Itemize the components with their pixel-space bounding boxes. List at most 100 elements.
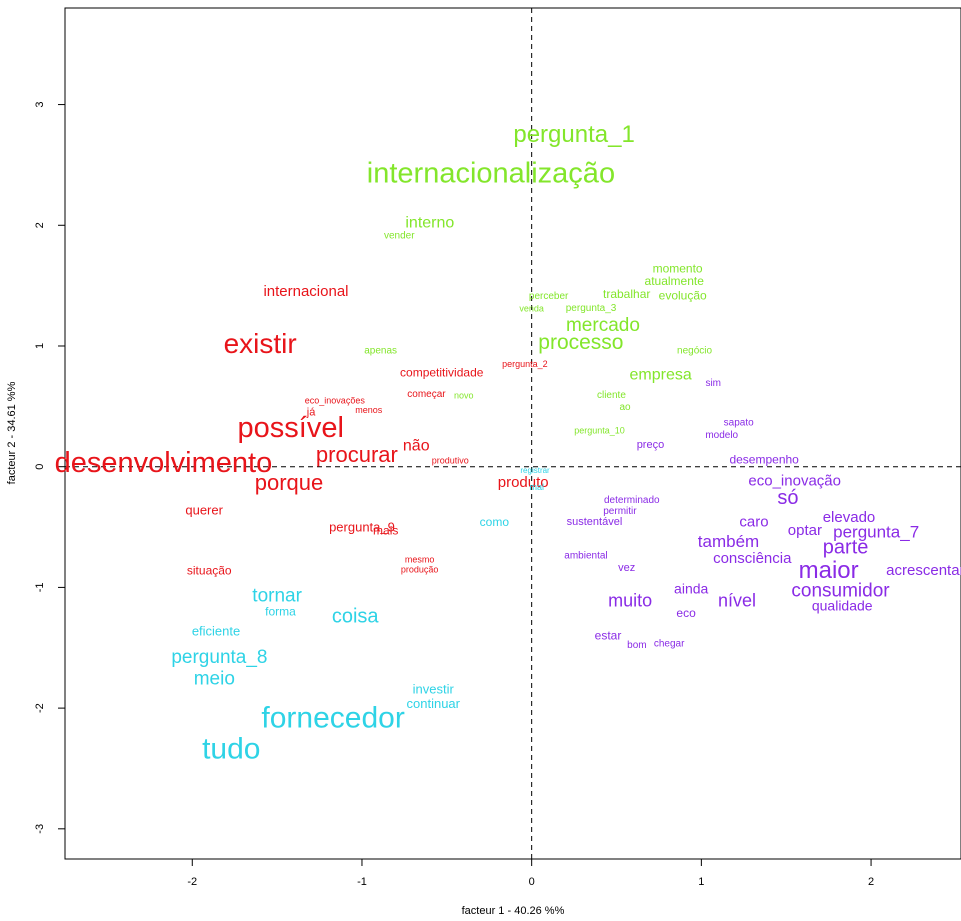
x-tick-label: 0 [529,876,535,888]
point-label: pergunta_7 [833,522,919,541]
point-label: preço [637,439,665,451]
point-label: forma [265,605,296,619]
point-label: mercado [566,315,640,336]
point-label: parte [823,537,869,559]
point-label: mesmo [405,555,435,565]
point-label: atualmente [645,274,705,288]
y-tick-label: 0 [34,464,46,470]
point-label: sustentável [567,516,623,528]
point-label: competitividade [400,366,484,380]
point-label: acrescentar [886,562,961,579]
point-label: empresa [630,366,692,383]
point-label: muito [608,591,652,611]
point-label: elevado [823,509,876,526]
point-label: tudo [202,733,260,766]
point-label: eficiente [192,623,240,638]
y-tick-label: 3 [34,102,46,108]
point-label: ambiental [564,551,607,562]
point-label: consumidor [791,581,890,602]
y-tick-label: -2 [34,703,46,713]
point-label: desenvolvimento [55,447,273,479]
point-label: pergunta_8 [171,647,267,668]
point-label: venda [519,304,544,314]
x-tick-label: 1 [698,876,704,888]
point-label: caro [739,514,768,531]
point-label: pergunta_1 [513,121,634,148]
point-label: estar [595,629,622,643]
point-label: ainda [674,581,708,597]
point-label: evolução [659,288,707,302]
point-label: internacionalização [367,157,615,189]
point-label: pergunta_9 [329,520,395,535]
point-label: fornecedor [261,701,404,734]
point-label: modelo [705,430,738,441]
y-tick-label: -1 [34,583,46,593]
point-label: internacional [263,283,348,300]
plot-frame [64,7,961,860]
y-tick-label: 2 [34,222,46,228]
point-label: processo [538,331,623,354]
point-label: mal [529,482,544,492]
point-label: permitir [603,506,637,517]
point-label: produtivo [432,456,469,466]
y-tick-label: -3 [34,824,46,834]
point-label: existir [224,328,297,359]
point-label: negócio [677,345,712,356]
point-label: vez [618,562,635,574]
point-label: pergunta_10 [574,425,625,435]
point-label: começar [407,389,446,400]
point-label: investir [413,681,455,696]
point-label: determinado [604,495,660,506]
point-label: registrar [520,466,550,475]
point-label: menos [355,405,383,415]
point-label: produto [498,474,549,491]
y-axis-label: facteur 2 - 34.61 %% [6,381,18,484]
x-tick-label: 2 [868,876,874,888]
point-label: novo [454,390,474,400]
point-label: cliente [597,390,626,401]
point-label: momento [653,262,703,276]
point-label: trabalhar [603,287,650,301]
point-label: desempenho [729,452,799,466]
point-label: maior [799,557,859,584]
point-label: sim [705,378,721,389]
point-label: sapato [724,418,754,429]
point-label: situação [187,564,232,578]
y-axis: -3 -2 -1 0 1 2 3 [34,102,65,834]
point-label: só [777,487,798,509]
point-label: bom [627,640,646,651]
x-tick-label: -1 [357,876,367,888]
point-label: chegar [654,639,685,650]
point-label: continuar [407,696,461,711]
point-label: produção [401,564,439,574]
y-tick-label: 1 [34,343,46,349]
point-label: optar [788,522,822,539]
point-label: eco_inovação [748,473,841,490]
point-label: consciência [713,550,792,567]
point-label: porque [255,470,324,495]
point-label: eco [676,606,696,620]
point-label: qualidade [812,598,873,614]
point-label: mais [373,524,398,538]
point-label: perceber [529,291,569,302]
point-label: meio [194,669,235,690]
point-label: eco_inovações [305,395,366,405]
point-label: não [403,438,430,455]
point-label: coisa [332,605,380,627]
point-label: possível [238,412,344,444]
point-labels: pergunta_1internacionalizaçãointernovend… [55,121,961,765]
point-label: pergunta_3 [566,303,617,314]
point-label: já [306,406,316,418]
point-label: vender [384,231,415,242]
x-axis-label: facteur 1 - 40.26 %% [462,905,565,917]
point-label: interno [405,214,454,231]
point-label: como [480,515,510,529]
x-axis: -2 -1 0 1 2 [187,859,874,888]
point-label: ao [619,402,631,413]
point-label: querer [185,503,223,518]
point-label: tornar [252,585,302,606]
point-label: apenas [364,345,397,356]
point-label: nível [718,591,756,611]
point-label: procurar [316,442,398,467]
